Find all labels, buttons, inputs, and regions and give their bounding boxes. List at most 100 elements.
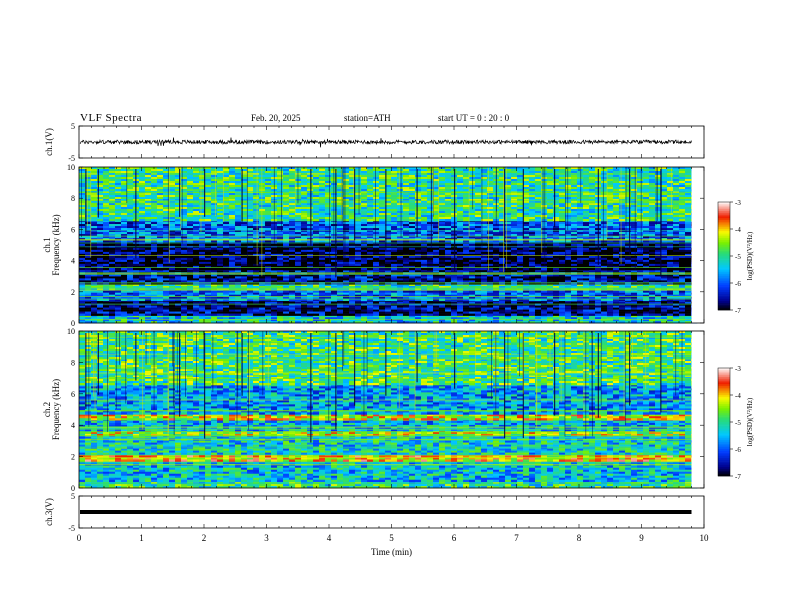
spectrogram-cell [331, 280, 338, 283]
spectrogram-cell [349, 255, 356, 259]
spectrogram-cell [337, 261, 344, 265]
spectrogram-cell [181, 257, 188, 261]
spectrogram-cell [475, 286, 482, 289]
spectrogram-cell [589, 284, 596, 287]
spectrogram-cell [637, 276, 644, 279]
spectrogram-cell [685, 321, 692, 324]
spectrogram-cell [97, 305, 104, 308]
spectrogram-cell [157, 257, 164, 261]
spectrogram-cell [661, 249, 668, 253]
spectrogram-cell [487, 259, 494, 263]
spectrogram-cell [301, 270, 308, 273]
spectrogram-cell [445, 292, 452, 295]
spectrogram-cell [109, 226, 116, 229]
spectrogram-cell [541, 305, 548, 308]
spectrogram-cell [121, 270, 128, 273]
spectrogram-cell [439, 301, 446, 304]
spectrogram-cell [487, 257, 494, 261]
spectrogram-cell [499, 259, 506, 263]
spectrogram-cell [547, 292, 554, 295]
spectrogram-cell [367, 263, 374, 267]
spectrogram-cell [193, 224, 200, 227]
spectrogram-cell [517, 309, 524, 312]
spectrogram-cell [175, 292, 182, 295]
spectrogram-cell [499, 222, 506, 225]
spectrogram-cell [223, 282, 230, 285]
spectrogram-cell [319, 307, 326, 310]
spectrogram-cell [547, 315, 554, 318]
spectrogram-cell [661, 319, 668, 322]
spectrogram-cell [439, 298, 446, 301]
spectrogram-cell [421, 222, 428, 225]
spectrogram-cell [583, 286, 590, 289]
spectrogram-cell [217, 243, 224, 247]
spectrogram-cell [199, 313, 206, 316]
spectrogram-cell [511, 270, 518, 273]
spectrogram-cell [637, 298, 644, 301]
spectrogram-cell [643, 311, 650, 314]
spectrogram-cell [613, 224, 620, 227]
spectrogram-cell [439, 286, 446, 289]
spectrogram-cell [385, 224, 392, 227]
spectrogram-cell [301, 301, 308, 304]
spectrogram-cell [319, 257, 326, 261]
spectrogram-cell [499, 282, 506, 285]
spectrogram-cell [355, 321, 362, 324]
spectrogram-cell [109, 286, 116, 289]
spectrogram-cell [589, 319, 596, 322]
spectrogram-cell [295, 265, 302, 269]
spectrogram-cell [91, 286, 98, 289]
spectrogram-cell [547, 247, 554, 251]
spectrogram-cell [103, 319, 110, 322]
spectrogram-cell [451, 298, 458, 301]
spectrogram-cell [355, 243, 362, 247]
spectrogram-cell [349, 305, 356, 308]
spectrogram-cell [169, 311, 176, 314]
spectrogram-cell [145, 249, 152, 253]
spectrogram-cell [325, 280, 332, 283]
spectrogram-cell [613, 292, 620, 295]
spectrogram-cell [625, 301, 632, 304]
spectrogram-cell [169, 319, 176, 322]
spectrogram-cell [151, 301, 158, 304]
spectrogram-cell [631, 247, 638, 251]
spectrogram-cell [685, 251, 692, 255]
spectrogram-cell [577, 259, 584, 263]
spectrogram-cell [283, 255, 290, 259]
spectrogram-cell [157, 251, 164, 255]
spectrogram-cell [343, 249, 350, 253]
spectrogram-cell [673, 259, 680, 263]
spectrogram-cell [433, 251, 440, 255]
spectrogram-cell [529, 294, 536, 297]
spectrogram-cell [643, 282, 650, 285]
spectrogram-cell [355, 276, 362, 279]
spectrogram-cell [601, 319, 608, 322]
spectrogram-cell [307, 247, 314, 251]
spectrogram-cell [163, 255, 170, 259]
spectrogram-cell [181, 309, 188, 312]
spectrogram-cell [397, 274, 404, 277]
spectrogram-cell [523, 313, 530, 316]
spectrogram-cell [427, 313, 434, 316]
spectrogram-cell [673, 270, 680, 273]
spectrogram-cell [163, 311, 170, 314]
spectrogram-cell [601, 307, 608, 310]
spectrogram-cell [517, 305, 524, 308]
spectrogram-cell [445, 309, 452, 312]
spectrogram-cell [643, 301, 650, 304]
spectrogram-cell [217, 313, 224, 316]
spectrogram-cell [109, 222, 116, 225]
spectrogram-cell [85, 247, 92, 251]
spectrogram-cell [289, 255, 296, 259]
spectrogram-cell [421, 253, 428, 257]
spectrogram-cell [631, 296, 638, 299]
spectrogram-cell [271, 280, 278, 283]
spectrogram-cell [679, 284, 686, 287]
spectrogram-cell [475, 276, 482, 279]
spectrogram-cell [91, 294, 98, 297]
spectrogram-cell [325, 303, 332, 306]
spectrogram-cell [355, 255, 362, 259]
spectrogram-cell [679, 296, 686, 299]
spectrogram-cell [301, 259, 308, 263]
spectrogram-cell [571, 303, 578, 306]
